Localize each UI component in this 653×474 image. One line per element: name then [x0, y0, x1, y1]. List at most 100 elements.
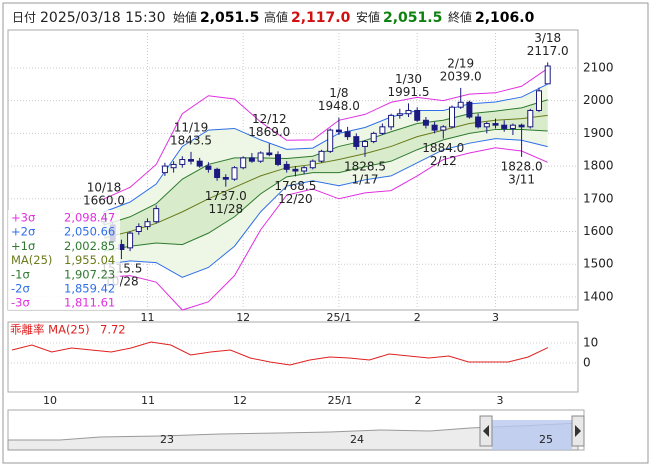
arrow-left: [483, 425, 489, 437]
field-label: 安値: [356, 10, 380, 25]
year-label: 24: [350, 433, 364, 446]
candle-body: [188, 159, 194, 162]
navigator-selection[interactable]: [492, 420, 572, 450]
band-fill: [104, 99, 548, 252]
anno-value: 2117.0: [527, 44, 569, 58]
candle-body: [457, 101, 464, 108]
anno-value: 1828.5: [344, 159, 386, 173]
candle-body: [257, 152, 264, 162]
legend-value: 2,050.66: [64, 225, 115, 239]
candle-body: [536, 90, 542, 111]
candle-body: [214, 168, 221, 179]
candle-body: [153, 208, 160, 223]
candle-body: [388, 114, 395, 128]
anno-value: 1828.0: [501, 159, 543, 173]
legend-value: 1,859.42: [64, 282, 115, 296]
candle-body: [161, 165, 168, 174]
candle-body: [283, 163, 290, 170]
y-tick-label: 1400: [583, 289, 614, 303]
anno-value: 1948.0: [318, 99, 360, 113]
y-tick-label: 1600: [583, 224, 614, 238]
legend-value: 1,955.04: [64, 253, 115, 267]
candle-body: [405, 109, 412, 115]
candle-body: [449, 106, 455, 128]
candle-body: [501, 124, 508, 129]
y-tick-label: 0: [583, 356, 591, 370]
candles: [101, 62, 551, 260]
candle-body: [422, 119, 429, 126]
year-label: 25: [539, 433, 553, 446]
candle-body: [275, 154, 281, 165]
anno-value: 1869.0: [248, 125, 290, 139]
legend-name: +3σ: [11, 211, 35, 225]
deviation-panel: [7, 321, 579, 393]
legend-name: +2σ: [11, 225, 35, 239]
anno-value: 1843.5: [170, 133, 212, 147]
legend: +3σ 2,098.47 +2σ 2,050.66 +1σ 2,002.85 MA(25) 1…: [8, 210, 120, 310]
band-line: [103, 114, 548, 239]
x-tick-label: 12: [236, 311, 250, 324]
candle-body: [135, 226, 142, 232]
field-value: 2,051.5: [383, 10, 442, 26]
x-tick-label: 10: [43, 394, 57, 407]
anno-date: 12/12: [252, 112, 287, 126]
field-label: 始値: [173, 10, 197, 25]
bands: [8, 30, 578, 311]
band-line: [103, 83, 548, 213]
candle-body: [222, 177, 229, 180]
candle-body: [144, 221, 151, 228]
candle-body: [509, 124, 516, 129]
candle-body: [492, 123, 499, 126]
anno-date: 2/12: [430, 154, 457, 168]
field-value: 2,106.0: [475, 10, 535, 26]
y-tick-label: 2000: [583, 93, 614, 107]
deviation-line: [11, 341, 549, 366]
arrow-right: [575, 425, 581, 437]
candle-body: [379, 126, 386, 134]
legend-value: 1,907.23: [64, 267, 115, 281]
band-line: [103, 68, 548, 200]
y-tick-label: 10: [583, 336, 598, 350]
x-tick-label: 11: [141, 311, 155, 324]
x-tick-label: 25/1: [327, 311, 352, 324]
anno-date: 3/11: [508, 172, 535, 186]
x-tick-label: 11: [141, 394, 155, 407]
candle-body: [266, 152, 273, 156]
anno-value: 1884.0: [422, 141, 464, 155]
band-line: [103, 147, 548, 311]
candle-body: [205, 165, 212, 170]
x-tick-label: 25/1: [328, 394, 353, 407]
candle-body: [431, 124, 438, 131]
candle-body: [475, 116, 482, 128]
y-tick-label: 1500: [583, 257, 614, 271]
legend-value: 2,098.47: [64, 211, 115, 225]
candle-body: [466, 101, 473, 118]
anno-value: 1991.5: [388, 85, 430, 99]
x-tick-label: 2: [415, 394, 422, 407]
field-value: 2,117.0: [291, 10, 351, 26]
x-tick-label: 3: [492, 311, 499, 324]
header: 日付 2025/03/18 15:30 始値 2,051.5 高値 2,117.0 安値 2,…: [12, 10, 535, 27]
anno-value: 1660.0: [83, 193, 125, 207]
panel-title: 乖離率 MA(25): [10, 323, 90, 337]
candle-body: [370, 132, 377, 143]
legend-name: +1σ: [11, 239, 35, 253]
field-label: 高値: [264, 10, 288, 25]
legend-value: 2,002.85: [64, 239, 115, 253]
panel-value: 7.72: [100, 323, 126, 337]
year-label: 23: [160, 433, 174, 446]
legend-box: [8, 210, 120, 310]
legend-name: -2σ: [11, 282, 30, 296]
candle-body: [301, 167, 308, 172]
anno-value: 1768.5: [274, 179, 316, 193]
candle-body: [248, 157, 255, 162]
anno-date: 1/8: [329, 86, 348, 100]
anno-value: 2039.0: [440, 69, 482, 83]
y-tick-label: 1900: [583, 126, 614, 140]
anno-date: 2/19: [447, 56, 474, 70]
legend-value: 1,811.61: [64, 296, 115, 310]
x-tick-label: 2: [414, 311, 421, 324]
candle-body: [179, 159, 186, 165]
candle-body: [544, 65, 551, 85]
